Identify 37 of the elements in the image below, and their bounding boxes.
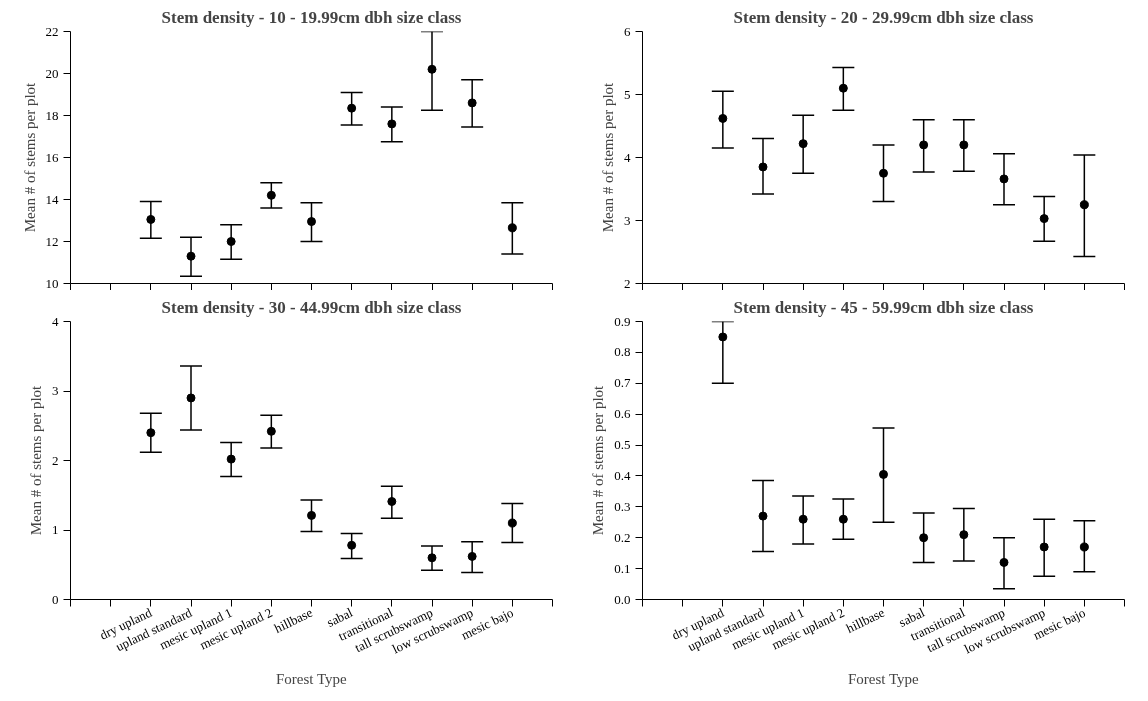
y-axis-title: Mean # of stems per plot — [590, 384, 607, 536]
y-axis-title: Mean # of stems per plot — [28, 384, 44, 536]
y-tick-label: 2 — [624, 275, 631, 291]
chart-title: Stem density - 20 - 29.99cm dbh size class — [733, 7, 1034, 27]
y-tick-label: 3 — [52, 383, 59, 398]
y-tick-label: 18 — [45, 107, 59, 123]
x-axis-title: Forest Type — [847, 671, 920, 688]
y-tick-label: 0.8 — [614, 344, 631, 360]
y-tick-label: 0 — [52, 591, 59, 607]
y-tick-label: 0.1 — [614, 560, 631, 576]
y-tick-label: 6 — [624, 23, 631, 39]
chart-title: Stem density - 10 - 19.99cm dbh size class — [161, 7, 462, 27]
y-axis-title: Mean # of stems per plot — [21, 81, 38, 233]
y-tick-label: 2 — [52, 452, 59, 468]
y-tick-label: 10 — [45, 275, 59, 291]
y-tick-label: 5 — [624, 86, 631, 102]
y-tick-label: 16 — [45, 149, 59, 165]
y-tick-label: 3 — [624, 212, 631, 228]
y-axis-title: Mean # of stems per plot — [600, 81, 616, 233]
y-tick-label: 12 — [45, 233, 59, 249]
y-tick-label: 20 — [45, 65, 59, 81]
y-tick-label: 0.9 — [614, 313, 631, 329]
y-tick-label: 0.5 — [614, 437, 631, 453]
y-tick-label: 4 — [52, 313, 59, 329]
y-tick-label: 0.7 — [614, 375, 631, 391]
y-tick-label: 0.4 — [614, 467, 631, 483]
y-tick-label: 14 — [45, 191, 59, 207]
x-axis-title: Forest Type — [275, 671, 348, 688]
y-tick-label: 1 — [52, 522, 59, 537]
chart-title: Stem density - 45 - 59.99cm dbh size class — [733, 297, 1034, 317]
y-tick-label: 22 — [45, 23, 59, 39]
y-tick-label: 0.6 — [614, 406, 631, 422]
chart-title: Stem density - 30 - 44.99cm dbh size class — [161, 297, 462, 317]
y-tick-label: 4 — [624, 149, 631, 165]
y-tick-label: 0.2 — [614, 529, 631, 545]
y-tick-label: 0.0 — [614, 591, 631, 607]
y-tick-label: 0.3 — [614, 498, 631, 514]
